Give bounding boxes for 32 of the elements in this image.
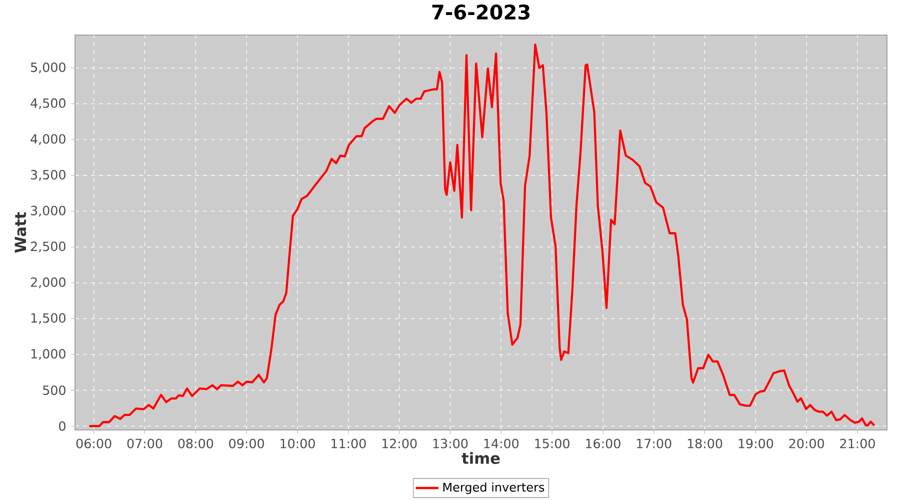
x-tick-label: 17:00: [636, 438, 672, 448]
x-tick-label: 12:00: [382, 438, 417, 448]
y-tick-label: 3,000: [30, 206, 66, 217]
x-tick-label: 09:00: [229, 438, 264, 448]
chart-title: 7-6-2023: [432, 4, 530, 20]
y-tick-label: 4,500: [30, 98, 66, 110]
y-tick-label: 0: [59, 421, 66, 431]
y-tick-label: 5,000: [31, 62, 66, 74]
x-tick-label: 21:00: [840, 438, 875, 448]
y-tick-label: 2,500: [30, 242, 66, 252]
x-tick-label: 14:00: [484, 438, 519, 448]
y-axis-title: Watt: [14, 212, 26, 253]
y-tick-label: 4,000: [30, 134, 66, 145]
x-tick-label: 18:00: [688, 438, 722, 448]
legend-label: Merged inverters: [443, 482, 544, 494]
line-series: [88, 43, 876, 428]
x-tick-label: 13:00: [433, 438, 468, 448]
y-tick-label: 1,000: [31, 348, 66, 360]
x-tick-label: 10:00: [280, 438, 315, 448]
y-tick-label: 2,000: [30, 277, 66, 288]
y-tick-label: 500: [43, 385, 66, 396]
x-tick-label: 19:00: [738, 438, 774, 448]
x-tick-label: 15:00: [535, 438, 570, 448]
y-tick-label: 3,500: [30, 170, 66, 181]
x-tick-label: 16:00: [586, 438, 620, 448]
x-tick-label: 11:00: [332, 438, 366, 448]
x-tick-label: 08:00: [178, 438, 214, 448]
x-axis-title: time: [462, 452, 500, 464]
y-tick-label: 1,500: [31, 313, 66, 324]
x-tick-label: 20:00: [789, 438, 824, 448]
x-tick-label: 07:00: [127, 438, 162, 448]
x-tick-label: 06:00: [76, 438, 112, 448]
